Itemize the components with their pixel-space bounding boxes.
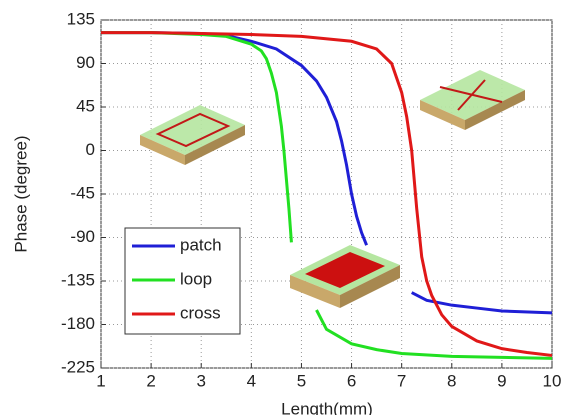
x-tick-label: 2	[146, 371, 155, 390]
y-tick-label: -180	[61, 314, 95, 333]
x-tick-label: 8	[447, 371, 456, 390]
legend-label: patch	[180, 235, 222, 254]
legend: patch loop cross	[132, 235, 222, 322]
y-tick-label: 90	[76, 53, 95, 72]
x-tick-label: 7	[397, 371, 406, 390]
x-tick-label: 9	[497, 371, 506, 390]
y-tick-label: -90	[70, 227, 95, 246]
x-tick-label: 5	[297, 371, 306, 390]
x-axis-label: Length(mm)	[281, 399, 373, 415]
legend-label: cross	[180, 303, 221, 322]
y-tick-label: 45	[76, 96, 95, 115]
y-axis-label: Phase (degree)	[11, 135, 30, 252]
inset-patch	[290, 245, 400, 308]
x-tick-label: 10	[543, 371, 562, 390]
x-tick-label: 6	[347, 371, 356, 390]
inset-loop	[140, 105, 245, 165]
x-tick-label: 3	[196, 371, 205, 390]
y-tick-label: -45	[70, 183, 95, 202]
y-tick-label: 0	[86, 140, 95, 159]
legend-label: loop	[180, 269, 212, 288]
series-line	[101, 31, 553, 357]
y-tick-label: -225	[61, 357, 95, 376]
x-tick-label: 1	[96, 371, 105, 390]
inset-cross	[420, 70, 525, 130]
x-tick-label: 4	[247, 371, 256, 390]
y-tick-label: 135	[67, 9, 95, 28]
y-tick-label: -135	[61, 270, 95, 289]
